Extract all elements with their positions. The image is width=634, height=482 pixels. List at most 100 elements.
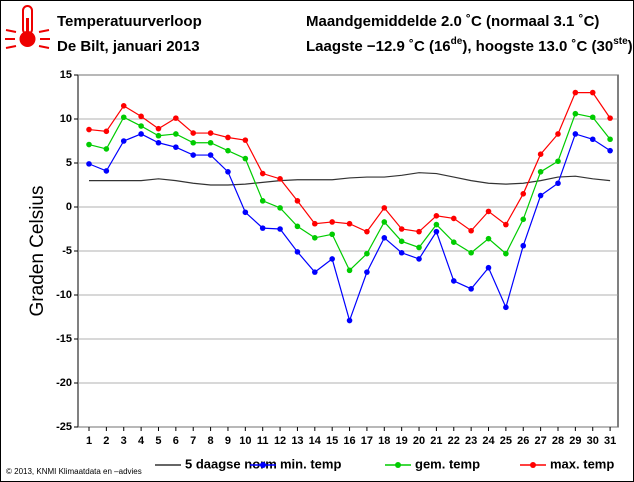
data-point bbox=[416, 244, 422, 251]
y-tick-label: 10 bbox=[60, 113, 72, 125]
data-point bbox=[555, 180, 561, 187]
data-point bbox=[138, 113, 144, 120]
data-point bbox=[242, 209, 249, 216]
extremes: Laagste −12.9 ˚C (16de), hoogste 13.0 ˚C… bbox=[306, 36, 633, 55]
summary: Maandgemiddelde 2.0 ˚C (normaal 3.1 ˚C) bbox=[306, 13, 599, 30]
x-tick-label: 7 bbox=[190, 435, 196, 447]
data-point bbox=[364, 269, 370, 275]
data-point bbox=[607, 147, 613, 154]
data-point bbox=[364, 250, 370, 257]
data-point bbox=[572, 89, 579, 96]
data-point bbox=[346, 220, 353, 227]
data-point bbox=[329, 219, 335, 225]
legend-label: min. temp bbox=[280, 456, 341, 471]
data-point bbox=[103, 168, 110, 174]
x-tick-label: 26 bbox=[517, 435, 529, 447]
x-tick-label: 2 bbox=[103, 435, 109, 447]
data-point bbox=[468, 227, 474, 234]
data-point bbox=[138, 131, 144, 137]
data-point bbox=[537, 151, 544, 157]
x-tick-label: 12 bbox=[274, 435, 286, 447]
data-point bbox=[433, 221, 440, 228]
x-tick-label: 16 bbox=[343, 435, 355, 447]
data-point bbox=[572, 110, 579, 117]
data-point bbox=[120, 138, 127, 144]
data-point bbox=[103, 128, 110, 135]
text-part: ), hoogste 13.0 ˚C (30 bbox=[462, 38, 613, 55]
subtitle: De Bilt, januari 2013 bbox=[57, 38, 200, 55]
data-point bbox=[398, 238, 405, 245]
data-point bbox=[555, 158, 561, 165]
data-point bbox=[381, 235, 388, 241]
data-point bbox=[503, 250, 509, 257]
data-point bbox=[312, 235, 318, 241]
data-point bbox=[173, 131, 179, 137]
x-tick-label: 6 bbox=[173, 435, 179, 447]
x-tick-label: 8 bbox=[208, 435, 214, 447]
x-tick-label: 24 bbox=[482, 435, 495, 447]
data-point bbox=[277, 176, 283, 182]
legend-marker bbox=[260, 462, 266, 468]
data-point bbox=[277, 205, 283, 211]
data-point bbox=[294, 249, 301, 255]
legend-label: max. temp bbox=[550, 456, 614, 471]
x-tick-label: 13 bbox=[291, 435, 303, 447]
data-point bbox=[520, 191, 527, 197]
data-point bbox=[589, 89, 596, 96]
data-point bbox=[190, 152, 197, 158]
x-tick-label: 15 bbox=[326, 435, 338, 447]
data-point bbox=[555, 131, 561, 137]
data-point bbox=[190, 130, 197, 136]
x-tick-label: 11 bbox=[257, 435, 269, 447]
data-point bbox=[207, 152, 214, 158]
data-point bbox=[398, 249, 405, 256]
y-tick-label: 15 bbox=[60, 69, 72, 81]
data-point bbox=[364, 228, 370, 235]
series-line bbox=[89, 172, 611, 186]
data-point bbox=[346, 317, 353, 324]
x-tick-label: 25 bbox=[500, 435, 512, 447]
x-tick-label: 19 bbox=[396, 435, 408, 447]
data-point bbox=[416, 228, 422, 235]
data-point bbox=[329, 231, 335, 238]
x-tick-label: 5 bbox=[155, 435, 161, 447]
data-point bbox=[155, 132, 162, 139]
x-tick-label: 27 bbox=[534, 435, 546, 447]
data-point bbox=[277, 226, 283, 232]
x-tick-label: 21 bbox=[430, 435, 442, 447]
data-point bbox=[381, 205, 388, 211]
data-point bbox=[468, 249, 474, 256]
data-point bbox=[138, 123, 144, 129]
y-tick-label: -20 bbox=[56, 377, 72, 389]
data-point bbox=[86, 161, 92, 167]
x-tick-label: 4 bbox=[138, 435, 145, 447]
data-point bbox=[537, 169, 544, 175]
footer: © 2013, KNMI Klimaatdata en –advies bbox=[6, 467, 142, 476]
data-point bbox=[190, 139, 197, 146]
data-point bbox=[520, 242, 527, 249]
data-point bbox=[173, 144, 179, 150]
data-point bbox=[503, 304, 509, 311]
data-point bbox=[468, 286, 474, 292]
data-point bbox=[450, 239, 457, 245]
x-tick-label: 18 bbox=[378, 435, 390, 447]
data-point bbox=[294, 223, 301, 230]
y-tick-label: 0 bbox=[66, 201, 72, 213]
data-point bbox=[259, 198, 266, 204]
data-point bbox=[398, 226, 405, 232]
data-point bbox=[242, 155, 249, 162]
legend-label: 5 daagse norm bbox=[185, 456, 277, 471]
data-point bbox=[503, 221, 509, 228]
text-part: Laagste −12.9 ˚C (16 bbox=[306, 38, 451, 55]
x-tick-label: 28 bbox=[552, 435, 564, 447]
y-axis-label: Graden Celsius bbox=[27, 186, 48, 317]
data-point bbox=[242, 137, 249, 143]
x-tick-label: 23 bbox=[465, 435, 477, 447]
data-point bbox=[155, 139, 162, 146]
data-point bbox=[225, 169, 231, 175]
data-point bbox=[433, 228, 440, 235]
data-point bbox=[381, 219, 388, 225]
x-tick-label: 10 bbox=[239, 435, 251, 447]
data-point bbox=[207, 130, 214, 136]
data-point bbox=[416, 256, 422, 262]
